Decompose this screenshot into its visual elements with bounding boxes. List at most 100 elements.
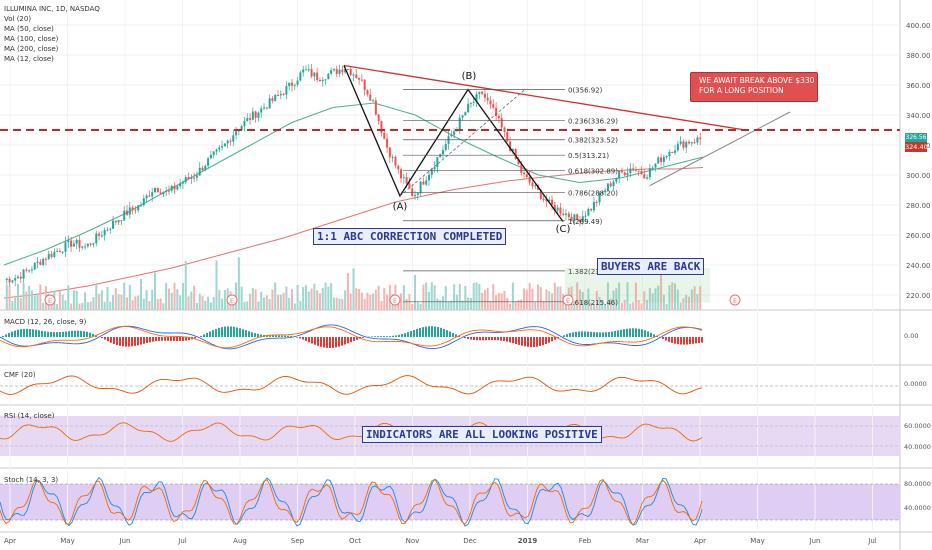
candle-body	[606, 183, 609, 191]
indicators-annotation[interactable]: INDICATORS ARE ALL LOOKING POSITIVE	[362, 426, 602, 443]
candle-body	[517, 158, 520, 165]
candle-body	[53, 251, 56, 257]
candle-body	[696, 137, 699, 143]
macd-histogram-bar	[620, 329, 622, 337]
macd-histogram-bar	[413, 330, 415, 337]
candle-body	[232, 135, 235, 142]
candle-body	[441, 150, 444, 155]
macd-histogram-bar	[680, 337, 682, 345]
volume-bar	[92, 297, 95, 310]
candle-body	[95, 233, 98, 244]
volume-bar	[461, 300, 464, 310]
macd-histogram-bar	[647, 331, 649, 337]
volume-bar	[89, 301, 92, 310]
candle-body	[162, 191, 165, 194]
macd-histogram-bar	[491, 337, 493, 341]
macd-histogram-bar	[410, 331, 412, 337]
candle-body	[422, 181, 425, 185]
candle-body	[263, 107, 266, 109]
candle-body	[109, 228, 112, 230]
volume-bar	[268, 298, 271, 310]
candle-body	[553, 204, 556, 211]
candle-body	[290, 82, 293, 86]
macd-histogram-bar	[239, 328, 241, 337]
candle-body	[243, 120, 246, 127]
macd-histogram-bar	[644, 330, 646, 337]
candle-body	[5, 278, 8, 281]
macd-histogram-bar	[638, 328, 640, 337]
volume-bar	[386, 294, 389, 310]
candle-body	[260, 108, 263, 113]
volume-bar	[427, 292, 430, 310]
macd-histogram-bar	[350, 337, 352, 343]
candle-body	[419, 181, 422, 194]
abc-zigzag	[343, 65, 564, 222]
macd-histogram-bar	[512, 337, 514, 344]
x-tick-label: Jul	[867, 537, 877, 545]
volume-bar	[352, 268, 355, 310]
candle-body	[170, 185, 173, 191]
volume-bar	[254, 289, 257, 310]
candle-body	[151, 192, 154, 197]
candle-body	[528, 176, 531, 183]
macd-histogram-bar	[101, 337, 103, 339]
volume-bar	[221, 298, 224, 310]
candle-body	[651, 167, 654, 169]
volume-bar	[492, 284, 495, 310]
candle-body	[335, 68, 338, 74]
candle-body	[425, 180, 428, 185]
macd-histogram-bar	[431, 326, 433, 337]
volume-bar	[523, 288, 526, 310]
macd-histogram-bar	[167, 337, 169, 341]
candle-body	[36, 261, 39, 263]
candle-body	[293, 84, 296, 86]
fib-label: 0.618(302.89)	[568, 168, 618, 176]
volume-bar	[128, 284, 131, 310]
candle-body	[321, 79, 324, 82]
candle-body	[153, 187, 156, 193]
macd-histogram-bar	[80, 330, 82, 337]
abc-annotation[interactable]: 1:1 ABC CORRECTION COMPLETED	[313, 228, 507, 245]
volume-bar	[564, 302, 567, 310]
x-tick-label: Sep	[291, 537, 305, 545]
osc-tick-label: 0.00	[904, 332, 918, 340]
volume-bar	[318, 293, 321, 310]
volume-bar	[36, 294, 39, 310]
macd-histogram-bar	[275, 335, 277, 337]
volume-bar	[430, 282, 433, 310]
volume-bar	[606, 282, 609, 310]
macd-label: MACD (12, 26, close, 9)	[4, 318, 87, 326]
candle-body	[567, 213, 570, 217]
macd-histogram-bar	[233, 326, 235, 337]
candle-body	[254, 111, 257, 118]
volume-bar	[422, 284, 425, 310]
macd-histogram-bar	[578, 331, 580, 337]
volume-bar	[674, 283, 677, 310]
candle-body	[358, 77, 361, 80]
volume-bar	[61, 294, 64, 310]
candle-body	[190, 177, 193, 180]
volume-bar	[377, 285, 380, 310]
volume-bar	[355, 288, 358, 310]
volume-bar	[313, 283, 316, 310]
macd-histogram-bar	[155, 337, 157, 342]
buyers-annotation[interactable]: BUYERS ARE BACK	[597, 258, 705, 275]
macd-histogram-bar	[320, 337, 322, 347]
candle-body	[467, 103, 470, 113]
earnings-marker	[562, 294, 574, 306]
macd-histogram-bar	[356, 337, 358, 340]
break-callout[interactable]: WE AWAIT BREAK ABOVE $330 FOR A LONG POS…	[690, 72, 818, 102]
volume-bar	[321, 287, 324, 310]
candle-body	[22, 269, 25, 279]
volume-bar	[293, 303, 296, 310]
cmf-line	[0, 375, 703, 395]
volume-bar	[307, 291, 310, 310]
candle-body	[184, 177, 187, 183]
macd-histogram-bar	[260, 334, 262, 337]
volume-bar	[81, 302, 84, 310]
volume-bar	[363, 299, 366, 310]
upper-price-tag: 326.56	[905, 133, 927, 142]
price-candles	[5, 64, 702, 288]
candle-body	[33, 262, 36, 270]
